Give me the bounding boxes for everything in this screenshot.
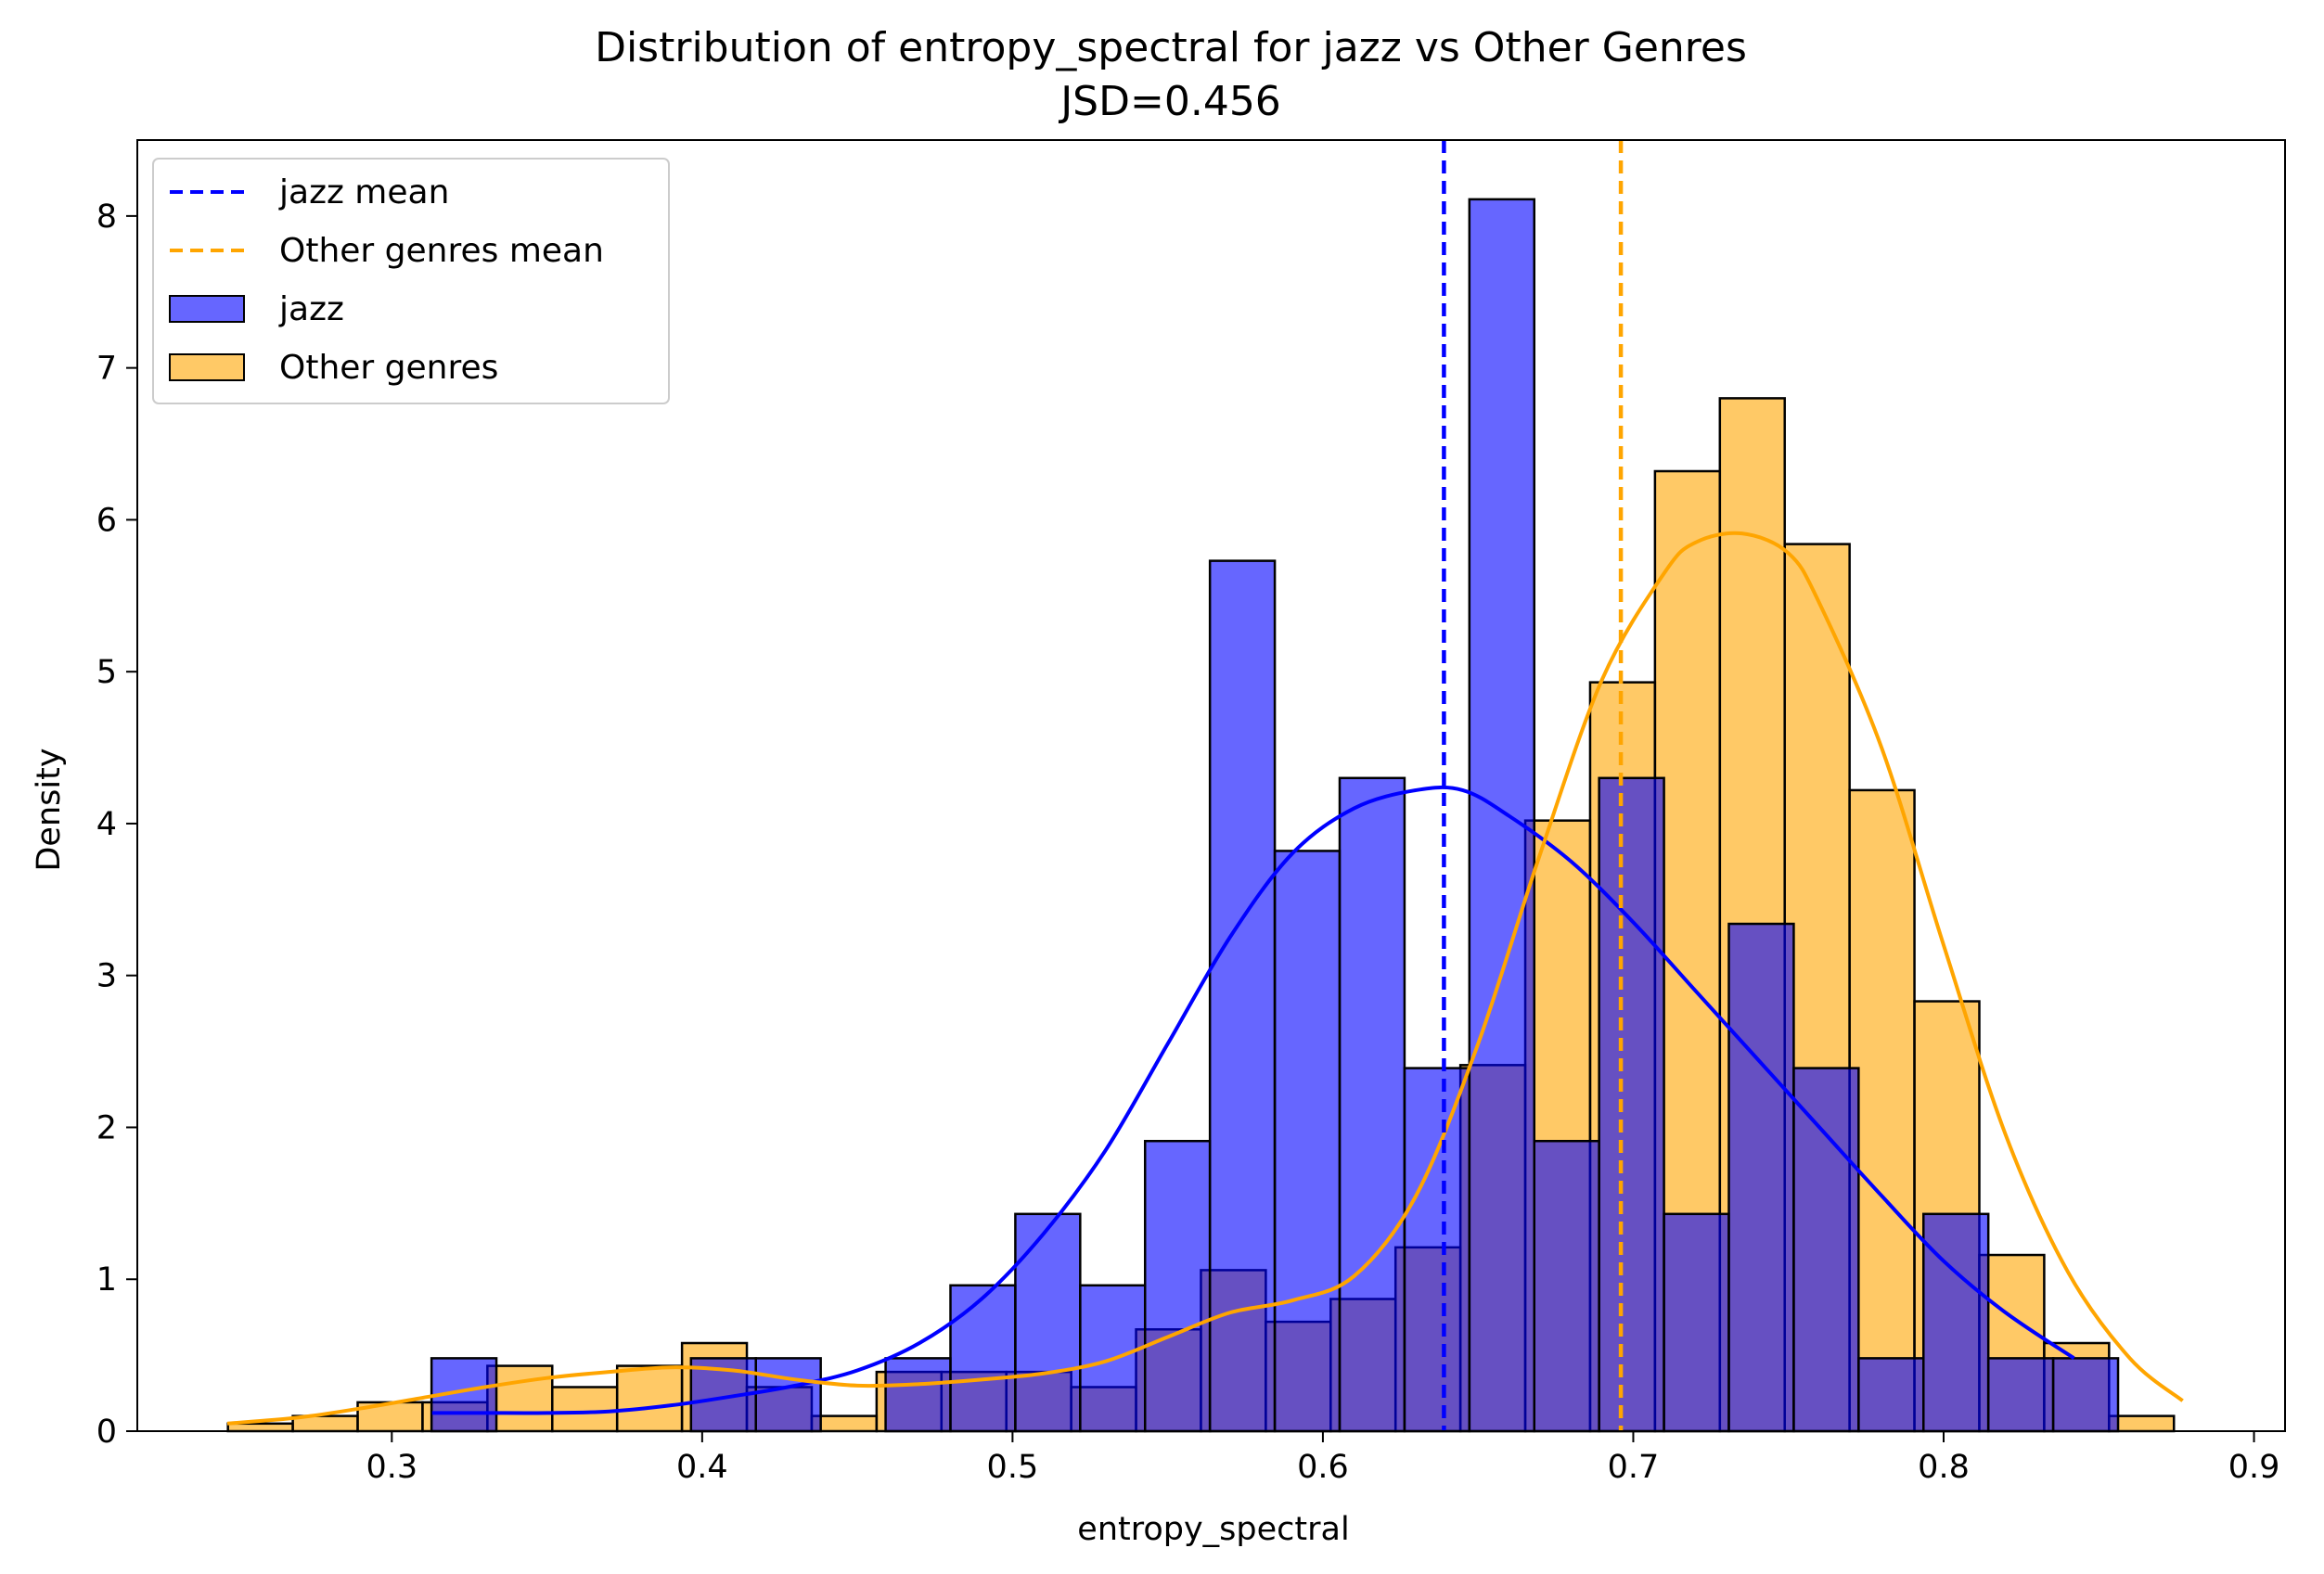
other-genres-bar-6 (615, 1364, 684, 1433)
jazz-bar-21 (1792, 1067, 1860, 1433)
jazz-bar-9 (1014, 1212, 1082, 1433)
chart-subtitle: JSD=0.456 (1058, 78, 1281, 125)
other-genres-bar-0 (226, 1422, 294, 1433)
y-tick-label: 3 (96, 958, 117, 995)
jazz-bar-23 (1922, 1212, 1990, 1433)
x-tick-label: 0.4 (676, 1449, 728, 1486)
jazz-bar-12 (1208, 559, 1277, 1433)
mean-lines (1442, 140, 1624, 1431)
y-tick-label: 0 (96, 1414, 117, 1451)
jazz-bar-11 (1143, 1139, 1212, 1433)
jazz-bar-17 (1533, 1139, 1600, 1433)
y-tick-label: 7 (96, 351, 117, 388)
jazz-kde-line (431, 785, 2075, 1415)
jazz-bar-20 (1727, 922, 1795, 1433)
y-axis: 0 1 2 3 4 5 6 7 8 (96, 198, 137, 1451)
y-tick-label: 6 (96, 502, 117, 539)
x-tick-label: 0.5 (987, 1449, 1039, 1486)
jazz-bar-7 (884, 1357, 952, 1433)
y-tick-label: 4 (96, 806, 117, 843)
x-axis: 0.3 0.4 0.5 0.6 0.7 0.8 0.9 (366, 1431, 2279, 1486)
jazz-bar-25 (2051, 1357, 2120, 1433)
jazz-bar-15 (1403, 1067, 1471, 1433)
chart-title: Distribution of entropy_spectral for jaz… (595, 24, 1747, 71)
jazz-bar-14 (1338, 776, 1406, 1433)
x-axis-label: entropy_spectral (1077, 1511, 1349, 1548)
other-genres-kde-line (226, 531, 2184, 1426)
kde-curves (226, 531, 2184, 1426)
legend-other-swatch (169, 353, 245, 381)
y-tick-label: 1 (96, 1261, 117, 1299)
jazz-bars (430, 198, 2120, 1433)
legend: jazz mean Other genres mean jazz Other g… (152, 158, 670, 404)
legend-jazz-swatch (169, 295, 245, 323)
jazz-bar-16 (1468, 198, 1536, 1433)
x-tick-label: 0.6 (1297, 1449, 1349, 1486)
jazz-bar-8 (949, 1284, 1017, 1433)
x-tick-label: 0.8 (1918, 1449, 1970, 1486)
plot-frame (136, 139, 2286, 1432)
y-tick-label: 2 (96, 1109, 117, 1146)
other-genres-bar-5 (551, 1386, 619, 1433)
y-tick-label: 5 (96, 654, 117, 691)
jazz-bar-22 (1857, 1357, 1925, 1433)
legend-jazz-label: jazz (278, 290, 344, 328)
plot-area (226, 140, 2184, 1433)
legend-other-label: Other genres (279, 349, 498, 387)
jazz-bar-24 (1986, 1357, 2055, 1433)
y-axis-label: Density (31, 748, 68, 871)
legend-other-mean-label: Other genres mean (279, 232, 604, 270)
x-tick-label: 0.9 (2228, 1449, 2280, 1486)
other-genres-bar-25 (1848, 788, 1916, 1433)
jazz-bar-5 (754, 1357, 822, 1433)
jazz-bar-13 (1273, 850, 1342, 1433)
legend-jazz-mean-label: jazz mean (278, 173, 449, 211)
legend-box (152, 158, 670, 404)
y-tick-label: 8 (96, 198, 117, 236)
jazz-bar-19 (1663, 1212, 1730, 1433)
x-tick-label: 0.7 (1608, 1449, 1660, 1486)
x-tick-label: 0.3 (366, 1449, 417, 1486)
jazz-bar-18 (1598, 776, 1665, 1433)
